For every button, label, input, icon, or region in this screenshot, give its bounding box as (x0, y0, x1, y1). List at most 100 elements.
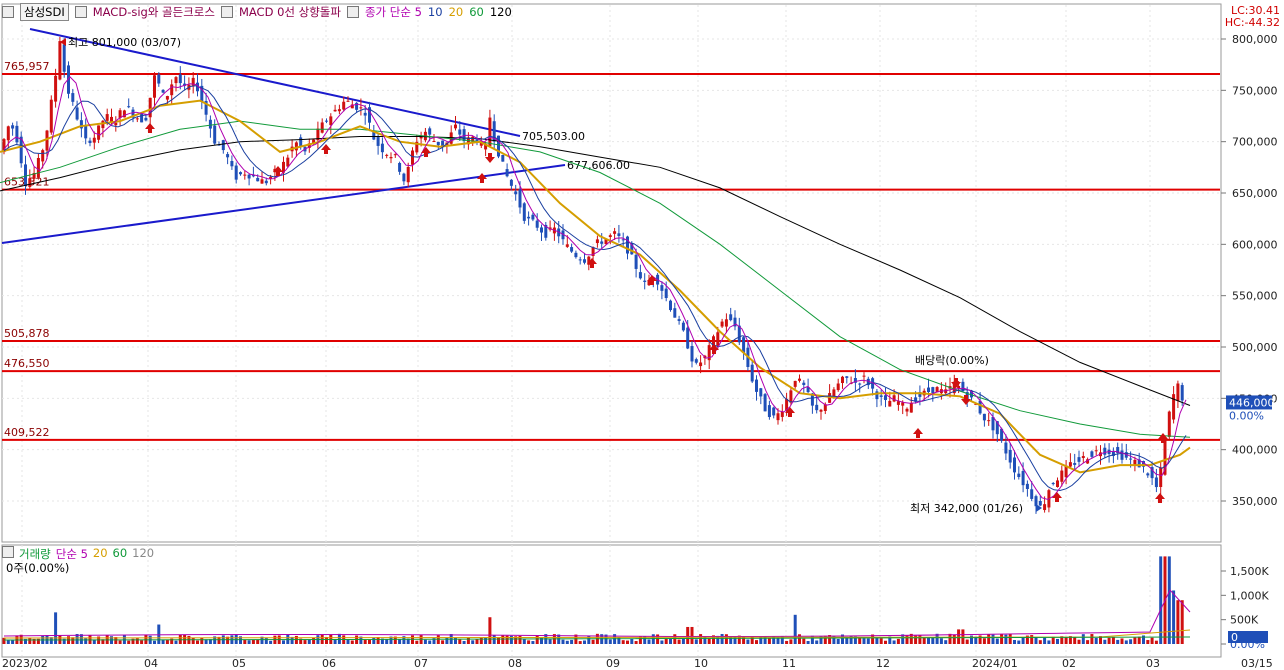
volume-bar (359, 636, 363, 644)
volume-bar (49, 637, 53, 644)
candle-body (1013, 457, 1016, 473)
volume-bar (398, 639, 402, 644)
candle-body (514, 191, 518, 195)
volume-bar (24, 638, 27, 644)
candle-body (393, 154, 397, 156)
volume-bar (978, 635, 982, 644)
candle-body (647, 281, 651, 286)
volume-bar (174, 640, 178, 644)
buy-signal-arrow-icon (321, 144, 331, 154)
volume-bar (11, 639, 15, 644)
volume-bar (647, 639, 651, 644)
indicator-label-2[interactable]: MACD 0선 상향돌파 (238, 5, 341, 19)
candle-body (398, 162, 402, 172)
candle-body (183, 83, 187, 86)
panel-toggle-icon[interactable] (2, 6, 14, 18)
candle-body (866, 378, 870, 386)
volume-bar (363, 639, 367, 644)
indicator-label-1[interactable]: MACD-sig와 골든크로스 (92, 5, 215, 19)
candle-body (518, 189, 522, 208)
volume-bar (939, 638, 943, 644)
volume-bar (28, 637, 32, 644)
candle-body (342, 101, 346, 110)
volume-bar (871, 634, 875, 644)
candle-body (28, 178, 32, 187)
volume-bar (140, 640, 144, 644)
volume-bar (454, 637, 457, 644)
candle-body (385, 154, 389, 156)
volume-bar (368, 639, 371, 644)
volume-bar (1167, 556, 1171, 644)
volume-bar (746, 639, 750, 644)
candle-body (595, 239, 599, 244)
volume-bar (931, 637, 935, 644)
indicator-toggle-icon[interactable] (220, 6, 233, 18)
ma-label[interactable]: 종가 단순 5 (364, 5, 422, 19)
moving-averages (0, 76, 1191, 501)
volume-bar (699, 634, 703, 644)
candle-body (1030, 489, 1034, 499)
volume-bar (656, 634, 660, 644)
candle-body (905, 408, 909, 412)
volume-bar (337, 633, 341, 644)
candle-body (350, 104, 354, 109)
volume-bar (282, 640, 285, 644)
price-tick-label: 650,000 (1232, 187, 1278, 200)
candle-body (909, 403, 913, 413)
trend-line-upper (29, 28, 521, 137)
volume-bar (84, 638, 88, 644)
candle-body (1090, 451, 1094, 457)
candle-body (449, 132, 453, 144)
candle-body (178, 74, 182, 84)
candle-body (716, 332, 720, 346)
indicator-toggle-icon[interactable] (74, 6, 87, 18)
volume-bar (497, 637, 500, 644)
symbol-label[interactable]: 삼성SDI (20, 3, 69, 21)
candle-body (101, 120, 105, 129)
candle-body (458, 129, 462, 135)
candle-body (1167, 411, 1171, 437)
candle-body (432, 141, 436, 143)
volume-bar (1077, 639, 1081, 644)
candle-body (436, 141, 440, 146)
candle-body (810, 393, 814, 406)
volume-bar (712, 635, 715, 644)
time-tick-label: 06 (322, 657, 336, 670)
candle-body (67, 65, 70, 94)
volume-bar (303, 640, 307, 644)
volume-bar (1021, 636, 1025, 644)
volume-bar (415, 640, 419, 644)
volume-bar (1038, 640, 1042, 644)
candle-body (613, 231, 617, 234)
candle-body (71, 93, 75, 102)
candle-body (621, 239, 625, 241)
candle-body (957, 385, 961, 389)
candle-body (888, 400, 892, 407)
candle-body (24, 164, 27, 186)
candle-body (269, 177, 273, 179)
ma-toggle-icon[interactable] (346, 6, 359, 18)
candle-body (226, 154, 230, 158)
candle-body (724, 319, 728, 327)
level-label: 476,550 (4, 357, 50, 370)
dividend-annotation: 배당락(0.00%) (915, 354, 989, 367)
candle-body (110, 116, 113, 122)
volume-bar (737, 635, 741, 644)
volume-label[interactable]: 거래량 (19, 547, 51, 561)
lc-hc-readout: LC:30.41 HC:-44.32 (1225, 5, 1280, 29)
candle-body (961, 381, 965, 392)
candle-body (41, 150, 45, 162)
candle-body (161, 89, 165, 93)
candle-body (535, 220, 539, 228)
candle-body (755, 379, 758, 392)
volume-bar (432, 638, 436, 644)
volume-toggle-icon[interactable] (2, 546, 14, 558)
candle-body (699, 362, 703, 367)
candle-body (1086, 459, 1090, 464)
volume-bar (565, 640, 569, 644)
current-price-badge (1226, 395, 1272, 410)
candle-body (157, 74, 161, 84)
volume-bar (479, 637, 483, 644)
volume-bar (767, 638, 771, 644)
